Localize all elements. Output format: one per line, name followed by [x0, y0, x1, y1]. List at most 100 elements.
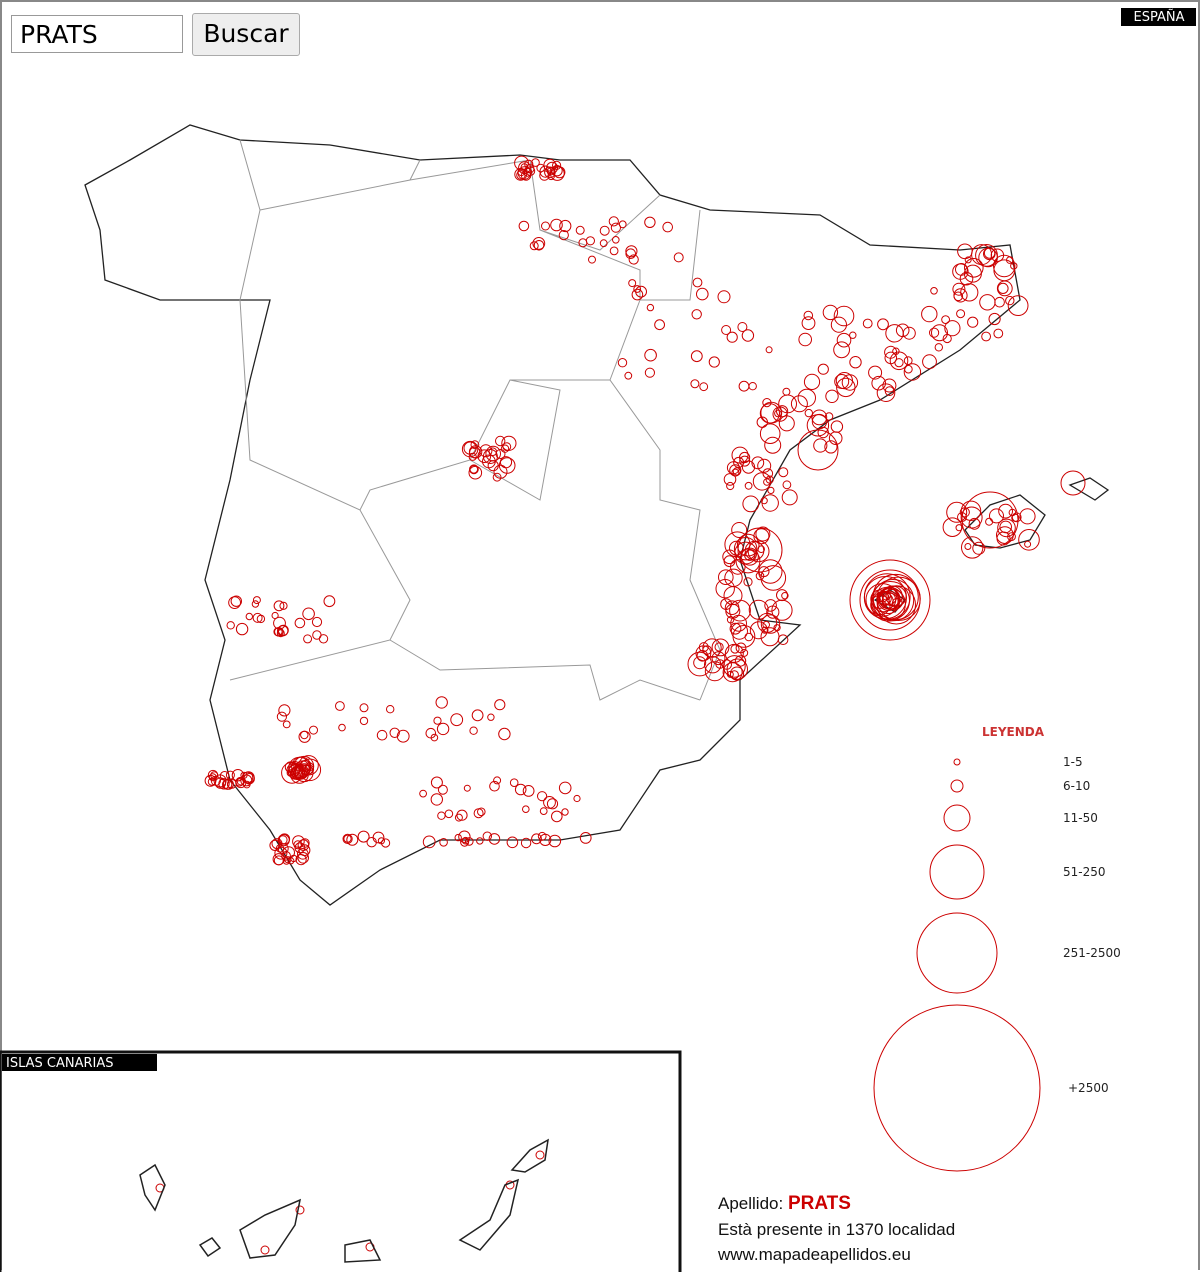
occurrence-circle	[765, 475, 774, 484]
occurrence-circle	[748, 599, 769, 620]
occurrence-circle	[921, 305, 938, 323]
occurrence-circle	[477, 449, 492, 464]
occurrence-circle	[548, 834, 562, 848]
occurrence-circle	[825, 389, 839, 403]
occurrence-circle	[704, 656, 722, 674]
occurrence-circle	[737, 527, 783, 573]
occurrence-circle	[575, 225, 585, 235]
occurrence-circle	[876, 585, 917, 625]
occurrence-circle	[714, 642, 724, 652]
occurrence-circle	[872, 573, 919, 621]
occurrence-circle	[529, 241, 539, 251]
occurrence-circle	[644, 367, 656, 378]
occurrence-circle	[256, 614, 266, 624]
occurrence-circle	[726, 481, 735, 491]
occurrence-circle	[498, 727, 511, 741]
occurrence-circle	[218, 778, 230, 790]
occurrence-circle	[972, 541, 986, 555]
occurrence-circle	[357, 830, 370, 843]
occurrence-circle	[588, 255, 596, 264]
occurrence-circle	[971, 244, 993, 266]
occurrence-circle	[744, 481, 753, 490]
website[interactable]: www.mapadeapellidos.eu	[718, 1245, 911, 1264]
occurrence-circle	[690, 350, 703, 363]
occurrence-circle	[876, 383, 896, 403]
occurrence-circle	[230, 595, 243, 607]
occurrence-circle	[836, 377, 856, 398]
occurrence-circle	[290, 854, 298, 863]
occurrence-circle	[646, 303, 655, 312]
occurrence-circle	[737, 322, 748, 332]
occurrence-circle	[456, 809, 468, 821]
occurrence-circle	[731, 468, 740, 477]
occurrence-circle	[245, 612, 254, 621]
occurrence-circle	[485, 445, 502, 462]
occurrence-circle	[522, 805, 530, 814]
occurrence-circle	[929, 327, 940, 338]
occurrence-circle	[465, 837, 474, 846]
occurrence-circle	[744, 540, 765, 561]
occurrence-circle	[997, 282, 1009, 294]
occurrence-circle	[849, 559, 931, 641]
occurrence-circle	[752, 472, 772, 491]
occurrence-circle	[964, 256, 972, 264]
search-input[interactable]: PRATS	[11, 15, 183, 53]
occurrence-circle	[585, 236, 596, 246]
occurrence-circle	[767, 486, 775, 494]
occurrence-circle	[359, 703, 369, 713]
occurrence-circle	[729, 622, 742, 635]
legend-title: LEYENDA	[982, 725, 1045, 739]
occurrence-circle	[733, 537, 758, 561]
occurrence-circle	[309, 725, 318, 735]
search-button[interactable]: Buscar	[192, 13, 300, 56]
occurrence-circle	[698, 642, 709, 653]
occurrence-circle	[778, 467, 789, 478]
occurrence-circle	[967, 316, 979, 328]
occurrence-circle	[797, 429, 839, 471]
occurrence-circle	[732, 467, 741, 476]
occurrence-circle	[482, 449, 498, 464]
occurrence-circle	[884, 351, 898, 365]
occurrence-circle	[833, 341, 850, 359]
occurrence-circle	[644, 216, 656, 229]
occurrence-circle	[276, 711, 287, 722]
occurrence-circle	[473, 808, 484, 819]
region-borders	[229, 139, 721, 701]
occurrence-circle	[953, 288, 968, 303]
occurrence-circle	[999, 520, 1013, 534]
occurrence-circle	[885, 324, 904, 343]
occurrence-circle	[760, 497, 768, 505]
occurrence-circle	[579, 832, 592, 844]
occurrence-circle	[487, 713, 495, 721]
occurrence-circle	[303, 634, 313, 644]
occurrence-circle	[343, 834, 352, 843]
occurrence-circle	[599, 239, 608, 248]
occurrence-circle	[227, 779, 237, 789]
occurrence-circle	[204, 774, 217, 787]
occurrence-circle	[877, 318, 889, 331]
region-label: ESPAÑA	[1134, 9, 1185, 25]
occurrence-circle	[489, 780, 500, 792]
occurrence-circle	[450, 713, 464, 727]
occurrence-circle	[386, 705, 395, 714]
occurrence-circle	[468, 452, 477, 461]
occurrence-circle	[964, 543, 972, 550]
occurrence-circle	[298, 730, 311, 743]
occurrence-circle	[830, 420, 844, 433]
occurrence-circle	[425, 727, 437, 739]
occurrence-circle	[711, 651, 726, 666]
occurrence-circle	[922, 354, 937, 370]
occurrence-circle	[294, 842, 306, 854]
occurrence-circle	[468, 465, 483, 480]
occurrence-circle	[558, 781, 572, 795]
occurrence-circle	[741, 460, 756, 474]
occurrence-circle	[381, 838, 391, 848]
occurrence-circle	[252, 612, 263, 623]
occurrence-circle	[835, 372, 854, 390]
inset-label-bg	[2, 1054, 157, 1071]
occurrence-circle	[760, 627, 780, 647]
region-label-bg	[1121, 8, 1196, 26]
occurrence-circle	[760, 614, 781, 634]
occurrence-circle	[751, 456, 765, 470]
occurrence-circle	[941, 315, 950, 325]
